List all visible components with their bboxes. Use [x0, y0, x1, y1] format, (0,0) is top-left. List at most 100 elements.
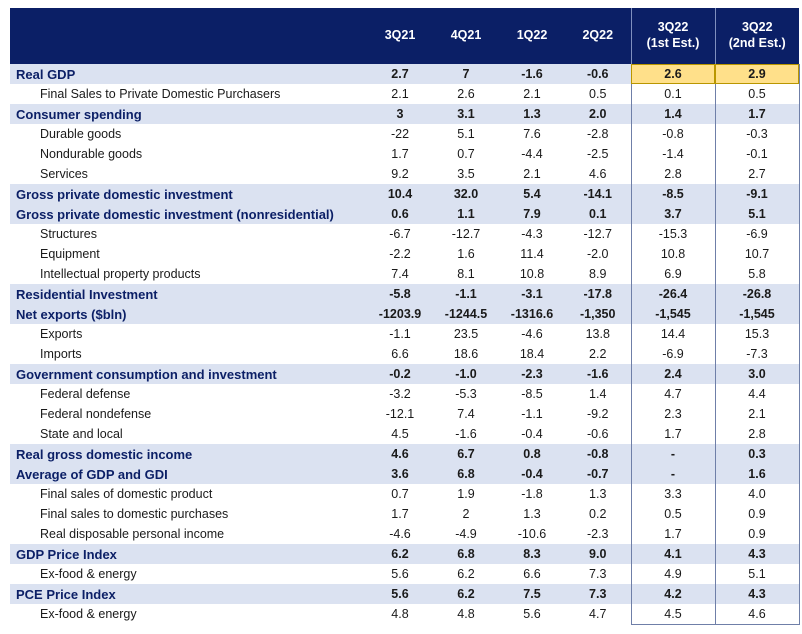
row-value-cell: 8.9 [565, 264, 631, 284]
row-value-cell: -26.8 [714, 284, 800, 304]
row-value-cell: 7.4 [433, 404, 499, 424]
row-value-cell: 0.6 [367, 204, 433, 224]
row-value-cell: -12.7 [433, 224, 499, 244]
row-value-cell: 5.6 [367, 584, 433, 604]
row-value-cell: -1,545 [714, 304, 800, 324]
row-value-cell: 0.7 [433, 144, 499, 164]
row-value-cell: 7.9 [499, 204, 565, 224]
row-value-cell: 1.3 [565, 484, 631, 504]
row-value-cell: -2.3 [565, 524, 631, 544]
row-value-cell: -1,350 [565, 304, 631, 324]
row-value-cell: -1.1 [367, 324, 433, 344]
header-col-3q22-first-est: 3Q22 (1st Est.) [630, 8, 715, 64]
row-label: Durable goods [10, 124, 367, 144]
row-value-cell: 10.8 [499, 264, 565, 284]
row-value-cell: - [630, 464, 715, 484]
row-value-cell: -6.7 [367, 224, 433, 244]
row-value-cell: 4.5 [630, 604, 715, 625]
row-value-cell: 2.1 [499, 164, 565, 184]
row-value-cell: -3.2 [367, 384, 433, 404]
row-value-cell: 1.7 [367, 504, 433, 524]
table-row: Final sales of domestic product 0.7 1.9 -1.… [10, 484, 800, 504]
row-value-cell: 32.0 [433, 184, 499, 204]
row-value-cell: -2.2 [367, 244, 433, 264]
row-value-cell: -0.6 [565, 64, 631, 84]
row-value-cell: -14.1 [565, 184, 631, 204]
row-label: Imports [10, 344, 367, 364]
row-label: Exports [10, 324, 367, 344]
table-body: Real GDP 2.7 7 -1.6 -0.6 2.6 2.9 Final Sales to… [10, 64, 800, 625]
row-value-cell: 2.4 [630, 364, 715, 384]
row-value-cell: 5.1 [714, 564, 800, 584]
row-value-cell: - [630, 444, 715, 464]
row-value-cell: -1.8 [499, 484, 565, 504]
row-value-cell: 10.7 [714, 244, 800, 264]
table-header-row: 3Q21 4Q21 1Q22 2Q22 3Q22 (1st Est.) 3Q22… [10, 8, 799, 64]
row-value-cell: 5.4 [499, 184, 565, 204]
row-value-cell: -9.1 [714, 184, 800, 204]
row-value-cell: -5.3 [433, 384, 499, 404]
table-row: Average of GDP and GDI 3.6 6.8 -0.4 -0.7-1.6 [10, 464, 800, 484]
row-value-cell: 0.2 [565, 504, 631, 524]
row-value-cell: 18.4 [499, 344, 565, 364]
row-value-cell: 10.4 [367, 184, 433, 204]
row-value-cell: 6.2 [433, 564, 499, 584]
header-est1-period: 3Q22 [657, 20, 689, 35]
table-row: Real disposable personal income -4.6 -4.9-… [10, 524, 800, 544]
row-value-cell: 2.6 [433, 84, 499, 104]
table-row: Structures -6.7 -12.7 -4.3 -12.7 -15.3 -6.9 [10, 224, 800, 244]
row-value-cell: 2.2 [565, 344, 631, 364]
row-value-cell: 5.6 [367, 564, 433, 584]
row-value-cell: 0.1 [565, 204, 631, 224]
row-label: PCE Price Index [10, 584, 367, 604]
row-value-cell: 6.2 [367, 544, 433, 564]
row-value-cell: 4.6 [367, 444, 433, 464]
row-value-cell: 10.8 [630, 244, 715, 264]
row-value-cell: -0.8 [630, 124, 715, 144]
row-value-cell: -0.8 [565, 444, 631, 464]
row-value-cell: -9.2 [565, 404, 631, 424]
row-value-cell: 0.1 [630, 84, 715, 104]
row-value-cell: 15.3 [714, 324, 800, 344]
row-label: State and local [10, 424, 367, 444]
row-label: Structures [10, 224, 367, 244]
row-value-cell: 0.3 [714, 444, 800, 464]
row-value-cell: 3.3 [630, 484, 715, 504]
table-row: Ex-food & energy 5.6 6.2 6.6 7.3 4.9 5.1 [10, 564, 800, 584]
row-value-cell: 18.6 [433, 344, 499, 364]
row-value-cell: 2.1 [499, 84, 565, 104]
row-value-cell: 3 [367, 104, 433, 124]
row-value-cell: 4.1 [630, 544, 715, 564]
row-value-cell: 9.0 [565, 544, 631, 564]
row-value-cell: 14.4 [630, 324, 715, 344]
row-value-cell: 1.7 [630, 424, 715, 444]
row-label: Services [10, 164, 367, 184]
row-value-cell: -0.4 [499, 424, 565, 444]
row-value-cell: -1316.6 [499, 304, 565, 324]
row-label: Federal defense [10, 384, 367, 404]
row-value-cell: -1,545 [630, 304, 715, 324]
row-value-cell: 6.9 [630, 264, 715, 284]
row-label: Intellectual property products [10, 264, 367, 284]
table-row: Imports 6.6 18.6 18.4 2.2 -6.9 -7.3 [10, 344, 800, 364]
row-value-cell: 1.6 [714, 464, 800, 484]
row-value-cell: 7.5 [499, 584, 565, 604]
row-value-cell: 3.0 [714, 364, 800, 384]
row-label: Average of GDP and GDI [10, 464, 367, 484]
row-value-cell: 4.3 [714, 584, 800, 604]
row-value-cell: -10.6 [499, 524, 565, 544]
row-value-cell: 2.6 [630, 64, 715, 84]
row-value-cell: 6.6 [499, 564, 565, 584]
row-value-cell: -1.6 [565, 364, 631, 384]
row-value-cell: 0.8 [499, 444, 565, 464]
row-value-cell: -8.5 [630, 184, 715, 204]
row-value-cell: 0.9 [714, 524, 800, 544]
row-value-cell: -22 [367, 124, 433, 144]
row-label: Ex-food & energy [10, 604, 367, 624]
row-value-cell: 4.3 [714, 544, 800, 564]
table-row: Federal nondefense -12.1 7.4 -1.1 -9.2 2.3 2.1 [10, 404, 800, 424]
table-row: Residential Investment -5.8 -1.1 -3.1 -17.8-… [10, 284, 800, 304]
row-value-cell: 2.8 [630, 164, 715, 184]
row-value-cell: 6.2 [433, 584, 499, 604]
row-value-cell: 7 [433, 64, 499, 84]
